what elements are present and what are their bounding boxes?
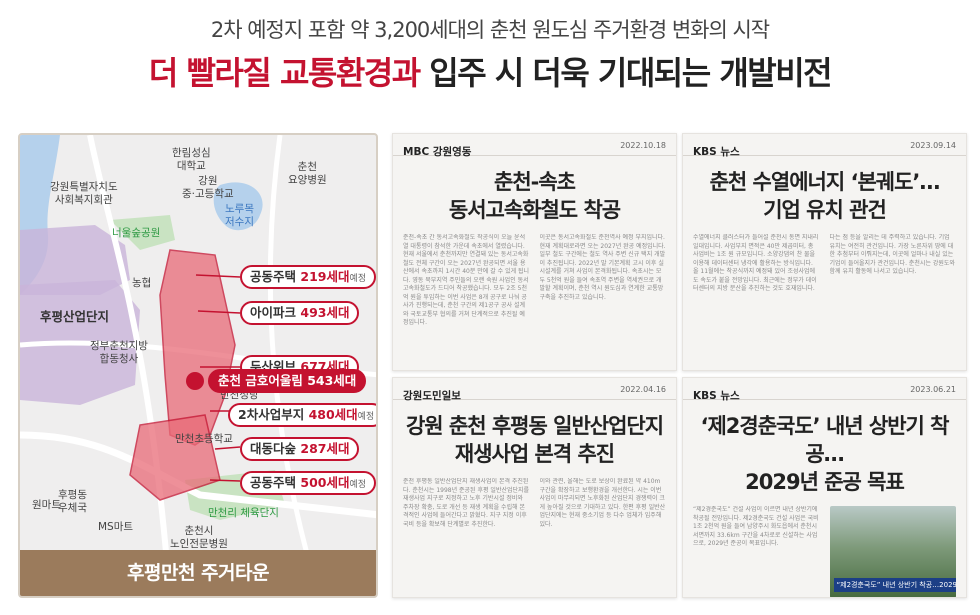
news-title: 춘천 수열에너지 ‘본궤도’… 기업 유치 관건 (709, 170, 941, 222)
news-column-left: 수열에너지 클러스터가 들어설 춘천시 동면 지내리 일대입니다. 사업부지 면… (693, 234, 819, 292)
map-footer-title: 후평만천 주거타운 (20, 550, 376, 596)
news-header: MBC 강원영동 2022.10.18 (393, 134, 676, 158)
news-source-logo: KBS 뉴스 (693, 146, 740, 158)
news-title: 춘천-속초 동서고속화철도 착공 (448, 170, 621, 222)
pill-daedong-287: 대동다숲 287세대 (240, 437, 360, 461)
pill-ipark-493: 아이파크 493세대 (240, 301, 360, 325)
pill-housing-219: 공동주택 219세대예정 (240, 265, 376, 289)
pill-kumho-543: 춘천 금호어울림 543세대 (208, 369, 367, 393)
label-gangwon-school: 강원 중·고등학교 (182, 175, 234, 200)
label-sports-complex: 만천리 체육단지 (208, 507, 279, 519)
news-column-right: 다는 점 등을 알리는 데 주력하고 있습니다. 기업 유치는 여전히 관건입니… (829, 234, 955, 275)
news-header: KBS 뉴스 2023.09.14 (683, 134, 966, 158)
label-forest-park: 너울숲공원 (112, 227, 161, 239)
label-nonghyup: 농협 (132, 277, 152, 289)
news-source-logo: MBC 강원영동 (403, 146, 472, 158)
label-govt-complex: 정부춘천지방 합동청사 (90, 340, 148, 365)
headline-accent: 더 빨라질 교통환경과 (148, 54, 421, 92)
news-card-gangwon-domin: 강원도민일보 2022.04.16 강원 춘천 후평동 일반산업단지 재생사업 … (392, 377, 677, 598)
news-photo: “제2경춘국도” 내년 상반기 착공…2029년 준공 목표 (829, 506, 956, 597)
map-canvas (20, 135, 376, 596)
label-nursing-hospital: 춘천 요양병원 (288, 161, 327, 186)
news-source-logo: 강원도민일보 (403, 390, 461, 402)
news-body: “제2경춘국도” 건설 사업이 이르면 내년 상반기에 착공될 전망입니다. 제… (683, 506, 966, 597)
page-subtitle: 2차 예정지 포함 약 3,200세대의 춘천 원도심 주거환경 변화의 시작 (210, 18, 770, 42)
news-body: 춘천-속초 간 동서고속화철도 착공식이 오늘 윤석열 대통령이 참석한 가운데… (393, 234, 676, 354)
news-photo-caption: “제2경춘국도” 내년 상반기 착공…2029년 준공 목표 (833, 578, 956, 592)
news-column-right: 이곳은 동서고속화철도 춘천역사 예정 부지입니다. 현재 계획대로라면 오는 … (539, 234, 666, 301)
news-card-kbs-energy: KBS 뉴스 2023.09.14 춘천 수열에너지 ‘본궤도’… 기업 유치 … (682, 133, 967, 371)
news-date: 2022.10.18 (620, 141, 666, 150)
location-map: 한림성심 대학교 춘천 요양병원 강원특별자치도 사회복지회관 강원 중·고등학… (18, 133, 378, 598)
green-park (110, 215, 175, 250)
label-noroksu: 노루목 저수지 (225, 203, 254, 228)
news-header: KBS 뉴스 2023.06.21 (683, 378, 966, 402)
news-date: 2023.09.14 (910, 141, 956, 150)
news-date: 2023.06.21 (910, 385, 956, 394)
headline-rest: 입주 시 더욱 기대되는 개발비전 (419, 54, 832, 92)
news-header: 강원도민일보 2022.04.16 (393, 378, 676, 402)
zone-second-site (129, 414, 221, 501)
news-column-left: “제2경춘국도” 건설 사업이 이르면 내년 상반기에 착공될 전망입니다. 제… (693, 506, 819, 547)
news-photo-column: “제2경춘국도” 내년 상반기 착공…2029년 준공 목표 (829, 506, 956, 597)
news-column-left: 춘천 후평동 일반산업단지 재생사업이 본격 추진된다. 춘천시는 1998년 … (403, 478, 530, 528)
news-column-right: 이와 관련, 올해는 도로 보상이 완료된 약 410m 구간을 확장하고 보행… (539, 478, 666, 528)
news-body: 수열에너지 클러스터가 들어설 춘천시 동면 지내리 일대입니다. 사업부지 면… (683, 234, 966, 354)
news-title: 강원 춘천 후평동 일반산업단지 재생사업 본격 추진 (405, 414, 664, 466)
label-msmart: MS마트 (98, 521, 134, 533)
news-source-logo: KBS 뉴스 (693, 390, 740, 402)
marker-kumho (186, 372, 204, 390)
reservoir (213, 182, 263, 231)
zone-welfare (20, 225, 130, 295)
label-hallym: 한림성심 대학교 (172, 147, 211, 172)
pill-housing-500: 공동주택 500세대예정 (240, 471, 376, 495)
label-manchon-elem: 만천초등학교 (175, 433, 233, 445)
label-industrial: 후평산업단지 (40, 309, 110, 324)
news-column-left: 춘천-속초 간 동서고속화철도 착공식이 오늘 윤석열 대통령이 참석한 가운데… (403, 234, 530, 326)
label-wonmart: 원마트 (32, 499, 61, 511)
label-welfare-hall: 강원특별자치도 사회복지회관 (50, 181, 118, 206)
pill-second-site-480: 2차사업부지 480세대예정 (228, 403, 376, 427)
news-card-mbc: MBC 강원영동 2022.10.18 춘천-속초 동서고속화철도 착공 춘천-… (392, 133, 677, 371)
label-geriatric-hospital: 춘천시 노인전문병원 (170, 525, 228, 550)
news-body: 춘천 후평동 일반산업단지 재생사업이 본격 추진된다. 춘천시는 1998년 … (393, 478, 676, 597)
label-post-office: 후평동 우체국 (58, 489, 87, 514)
news-date: 2022.04.16 (620, 385, 666, 394)
page-headline: 더 빨라질 교통환경과 입주 시 더욱 기대되는 개발비전 (0, 48, 980, 94)
news-title: ‘제2경춘국도’ 내년 상반기 착공… 2029년 준공 목표 (700, 414, 949, 494)
news-card-kbs-highway: KBS 뉴스 2023.06.21 ‘제2경춘국도’ 내년 상반기 착공… 20… (682, 377, 967, 598)
